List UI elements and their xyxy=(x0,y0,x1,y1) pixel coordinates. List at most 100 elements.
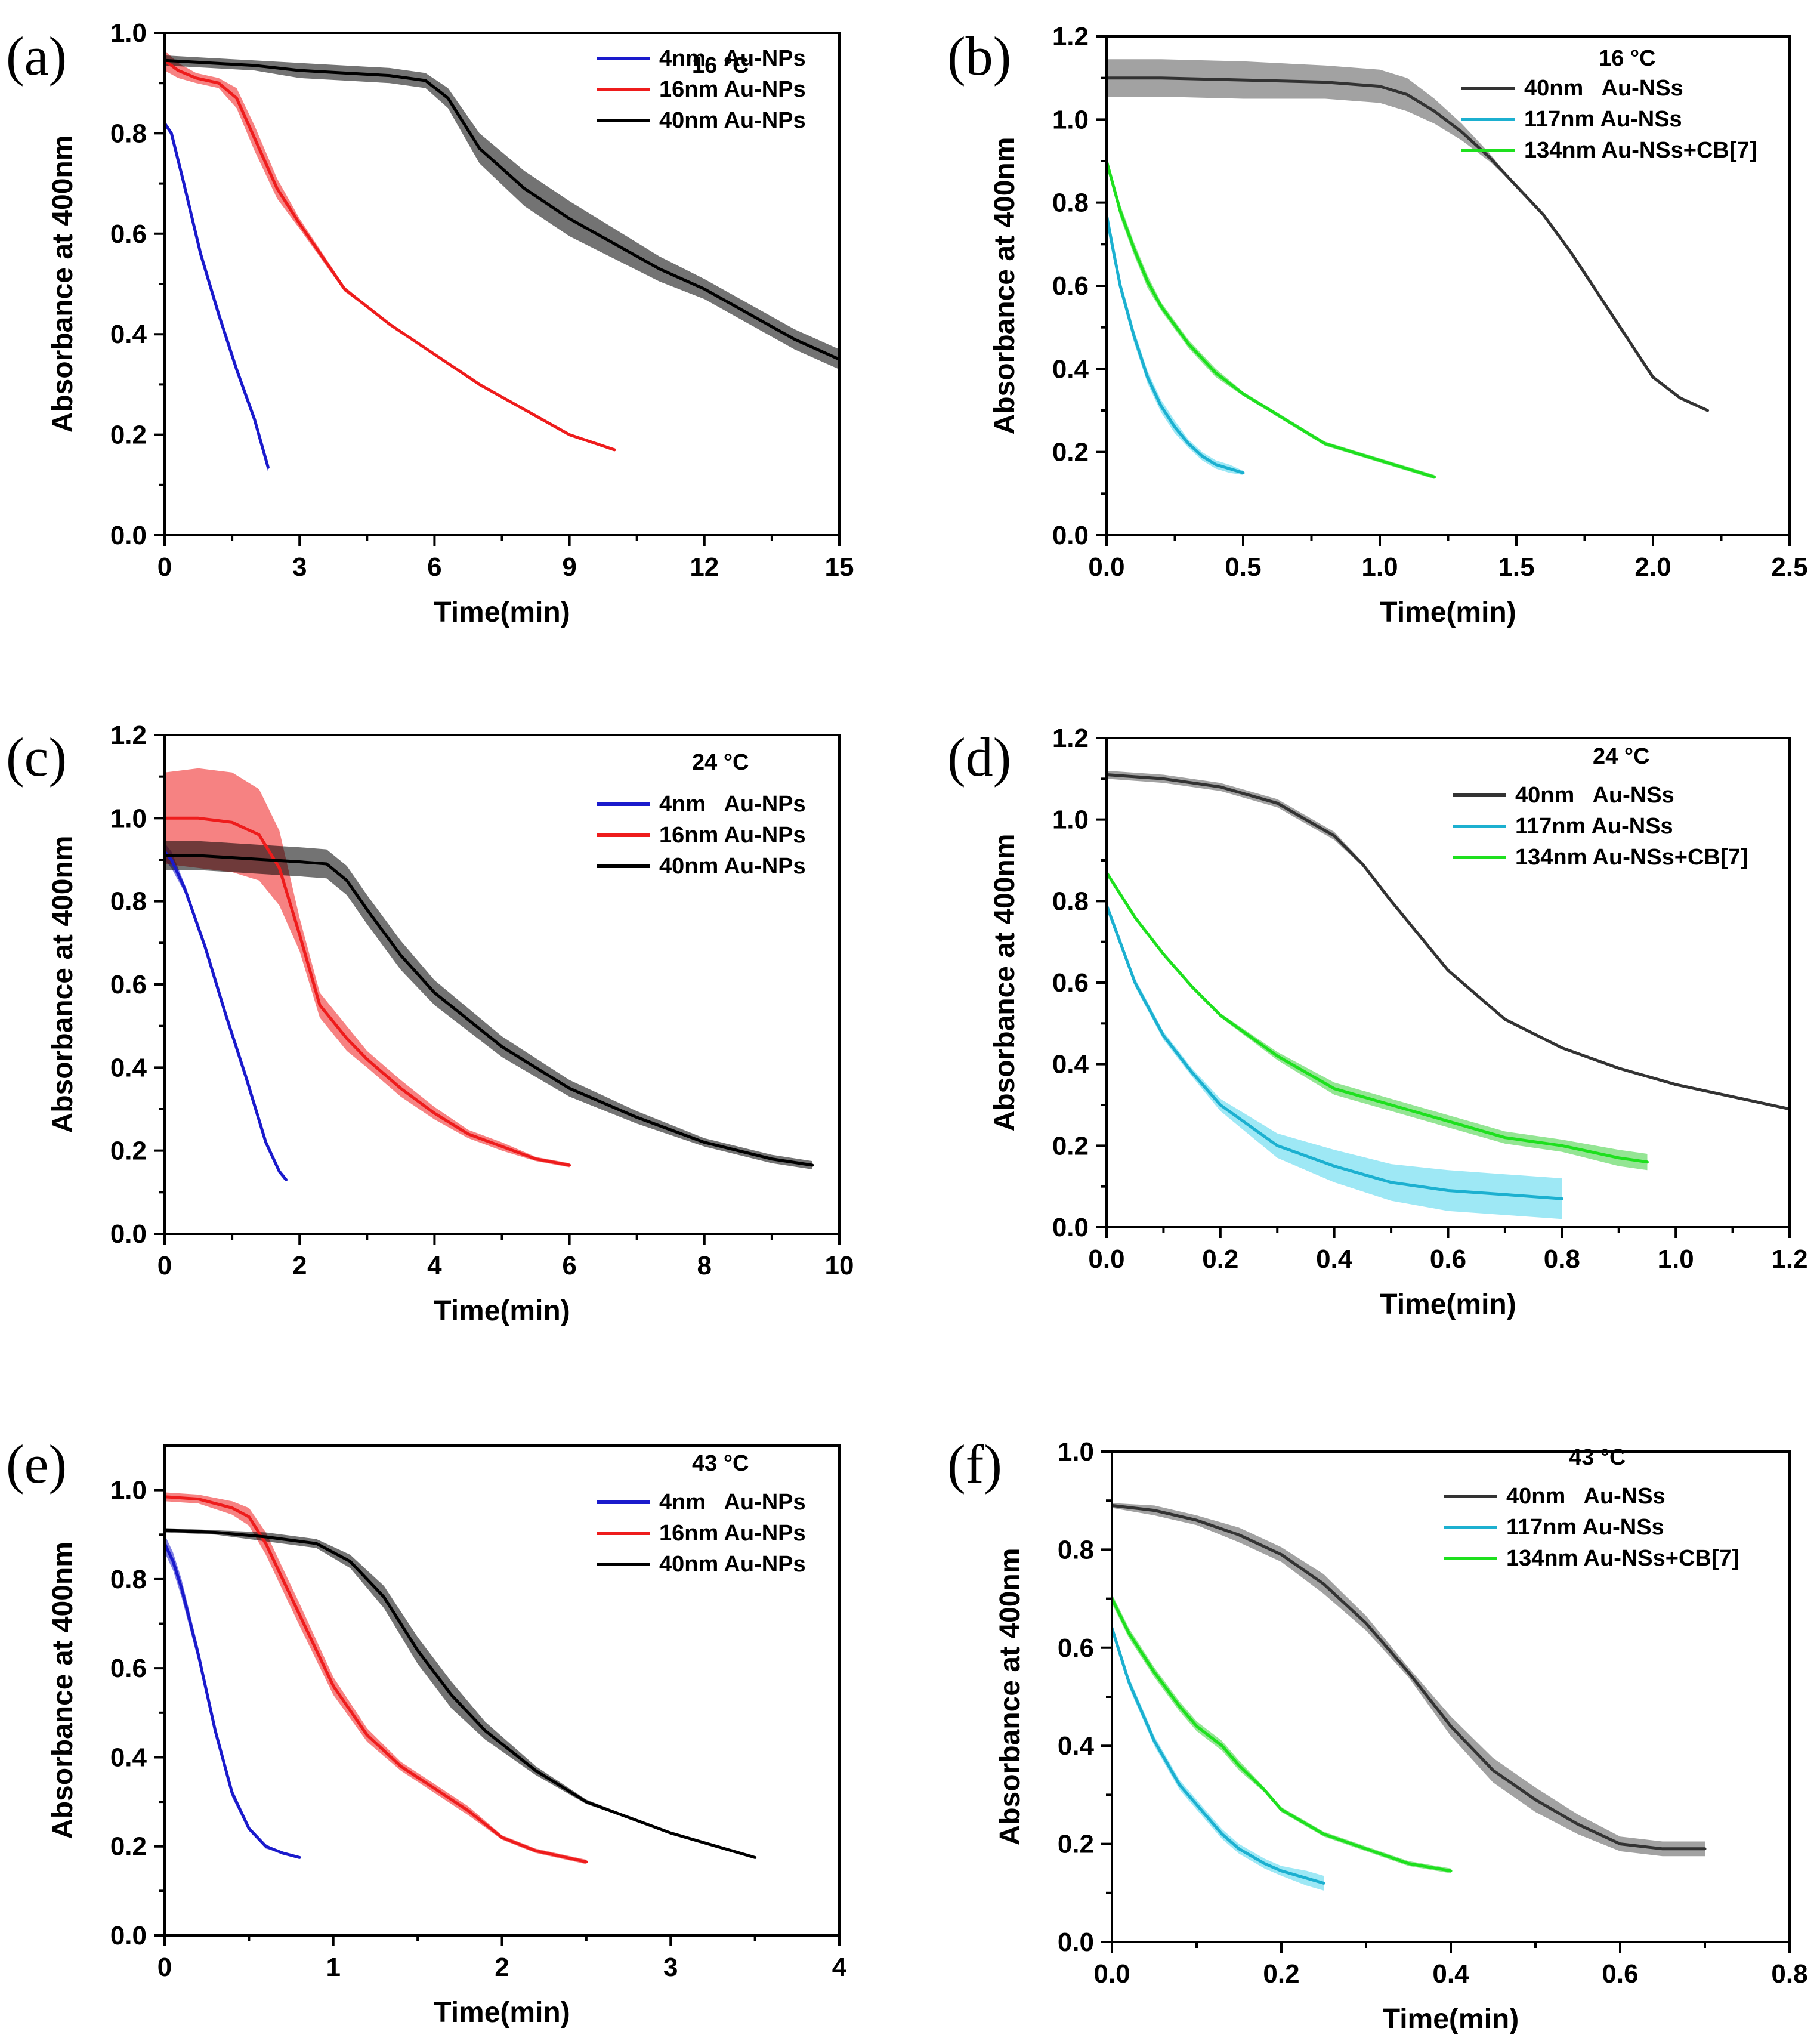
series-band-1 xyxy=(1112,1623,1324,1891)
x-tick-label: 0.0 xyxy=(1093,1959,1130,1989)
plot-frame xyxy=(1105,737,1791,1228)
legend-label: 117nm Au-NSs xyxy=(1515,814,1673,839)
x-tick-label: 0.2 xyxy=(1202,1245,1238,1274)
x-tick-label: 2.0 xyxy=(1634,552,1671,582)
y-tick-label: 0.0 xyxy=(1052,521,1089,550)
y-axis-label: Absorbance at 400nm xyxy=(989,137,1021,435)
legend-title: 24 °C xyxy=(1593,744,1649,769)
series-line-1 xyxy=(165,816,571,1167)
y-tick-label: 1.0 xyxy=(110,1476,147,1505)
y-tick-label: 0.0 xyxy=(1058,1928,1094,1957)
plot-area xyxy=(165,50,839,473)
plot-area xyxy=(1107,770,1790,1219)
y-axis-label: Absorbance at 400nm xyxy=(47,135,79,433)
series-line-1 xyxy=(1107,903,1563,1200)
y-tick-label: 1.0 xyxy=(110,804,147,833)
y-axis-label: Absorbance at 400nm xyxy=(47,1542,79,1839)
panel-e: (e) 0 1 2 3 4 0.0 0.2 0.4 0.6 0.8 1.0 Time(min) Absor… xyxy=(6,1434,847,2028)
legend-label: 40nm Au-NPs xyxy=(659,108,806,133)
legend-label: 40nm Au-NSs xyxy=(1515,783,1674,808)
legend-label: 4nm Au-NPs xyxy=(659,1490,806,1515)
y-tick-label: 0.8 xyxy=(1052,189,1089,218)
x-tick-label: 0.5 xyxy=(1225,552,1261,582)
y-tick-label: 0.2 xyxy=(110,421,147,450)
series-line-1 xyxy=(1112,1626,1325,1885)
x-axis-label: Time(min) xyxy=(1380,597,1516,628)
plot-frame xyxy=(163,1444,841,1937)
legend-label: 40nm Au-NSs xyxy=(1524,76,1683,101)
y-tick-label: 0.6 xyxy=(1052,968,1089,998)
x-tick-label: 9 xyxy=(562,552,576,582)
panel-label: (b) xyxy=(947,26,1011,87)
x-tick-label: 6 xyxy=(562,1251,576,1280)
x-tick-label: 0 xyxy=(157,552,172,582)
x-tick-label: 4 xyxy=(427,1251,442,1280)
legend: 4nm Au-NPs 16nm Au-NPs 40nm Au-NPs xyxy=(597,1490,806,1577)
legend-label: 4nm Au-NPs xyxy=(659,792,806,817)
y-tick-label: 0.2 xyxy=(110,1832,147,1861)
legend-label: 40nm Au-NSs xyxy=(1506,1484,1665,1509)
legend: 40nm Au-NSs 117nm Au-NSs 134nm Au-NSs+CB[7… xyxy=(1444,1484,1739,1571)
x-tick-label: 12 xyxy=(690,552,719,582)
x-tick-label: 1.2 xyxy=(1771,1245,1807,1274)
x-tick-label: 4 xyxy=(832,1953,847,1982)
series-band-1 xyxy=(165,768,570,1168)
legend-label: 117nm Au-NSs xyxy=(1506,1515,1664,1540)
y-tick-label: 0.6 xyxy=(110,970,147,999)
x-tick-label: 0.2 xyxy=(1263,1959,1299,1989)
x-tick-label: 0.8 xyxy=(1544,1245,1580,1274)
x-tick-label: 0.4 xyxy=(1316,1245,1353,1274)
y-tick-label: 0.4 xyxy=(110,320,147,349)
x-tick-label: 1.0 xyxy=(1658,1245,1694,1274)
y-tick-label: 1.2 xyxy=(110,721,147,750)
legend-label: 134nm Au-NSs+CB[7] xyxy=(1515,845,1748,870)
series-line-2 xyxy=(165,854,814,1167)
panel-label: (f) xyxy=(947,1434,1002,1495)
panel-a: (a) 0 3 6 9 12 15 0.0 0.2 0.4 0.6 0.8 1.0 Time(min) Ab… xyxy=(6,18,854,628)
y-tick-label: 1.2 xyxy=(1052,724,1089,753)
x-tick-label: 0.0 xyxy=(1088,552,1124,582)
y-tick-label: 0.2 xyxy=(1052,1131,1089,1160)
y-tick-label: 0.0 xyxy=(110,1219,147,1249)
y-tick-label: 0.6 xyxy=(1052,271,1089,301)
series-band-1 xyxy=(1107,901,1562,1219)
legend-title: 16 °C xyxy=(692,53,749,78)
x-tick-label: 6 xyxy=(427,552,441,582)
series-line-2 xyxy=(165,58,839,361)
legend-title: 16 °C xyxy=(1599,46,1655,71)
legend-label: 4nm Au-NPs xyxy=(659,46,806,71)
x-tick-label: 1.5 xyxy=(1498,552,1534,582)
x-tick-label: 0.4 xyxy=(1432,1959,1469,1989)
panel-label: (e) xyxy=(6,1434,67,1495)
series-band-0 xyxy=(1107,59,1708,411)
legend-title: 24 °C xyxy=(692,750,749,775)
series-line-1 xyxy=(165,58,616,452)
y-tick-label: 1.2 xyxy=(1052,22,1089,51)
x-tick-label: 3 xyxy=(292,552,307,582)
y-tick-label: 0.6 xyxy=(110,1654,147,1683)
legend-label: 40nm Au-NPs xyxy=(659,1552,806,1577)
y-tick-label: 0.2 xyxy=(1058,1830,1094,1859)
series-line-0 xyxy=(165,122,270,469)
panel-label: (a) xyxy=(6,26,67,87)
series-line-0 xyxy=(1107,773,1790,1111)
legend-title: 43 °C xyxy=(1569,1445,1626,1470)
x-tick-label: 1.0 xyxy=(1361,552,1398,582)
y-tick-label: 1.0 xyxy=(1052,105,1089,134)
x-tick-label: 2 xyxy=(292,1251,307,1280)
y-tick-label: 0.2 xyxy=(110,1137,147,1166)
y-axis-label: Absorbance at 400nm xyxy=(47,836,79,1134)
series-band-0 xyxy=(165,843,286,1180)
series-line-1 xyxy=(1107,214,1245,474)
legend: 4nm Au-NPs 16nm Au-NPs 40nm Au-NPs xyxy=(597,46,806,133)
x-tick-label: 0 xyxy=(157,1251,172,1280)
series-band-1 xyxy=(1107,206,1243,475)
panel-f: (f) 0.0 0.2 0.4 0.6 0.8 0.0 0.2 0.4 0.6 0.8 1.0 Time… xyxy=(947,1434,1808,2035)
series-line-2 xyxy=(1107,871,1649,1164)
x-tick-label: 3 xyxy=(663,1953,678,1982)
y-tick-label: 0.6 xyxy=(1058,1634,1094,1663)
legend-label: 40nm Au-NPs xyxy=(659,854,806,879)
y-tick-label: 0.8 xyxy=(110,887,147,916)
y-tick-label: 0.4 xyxy=(1058,1731,1095,1761)
